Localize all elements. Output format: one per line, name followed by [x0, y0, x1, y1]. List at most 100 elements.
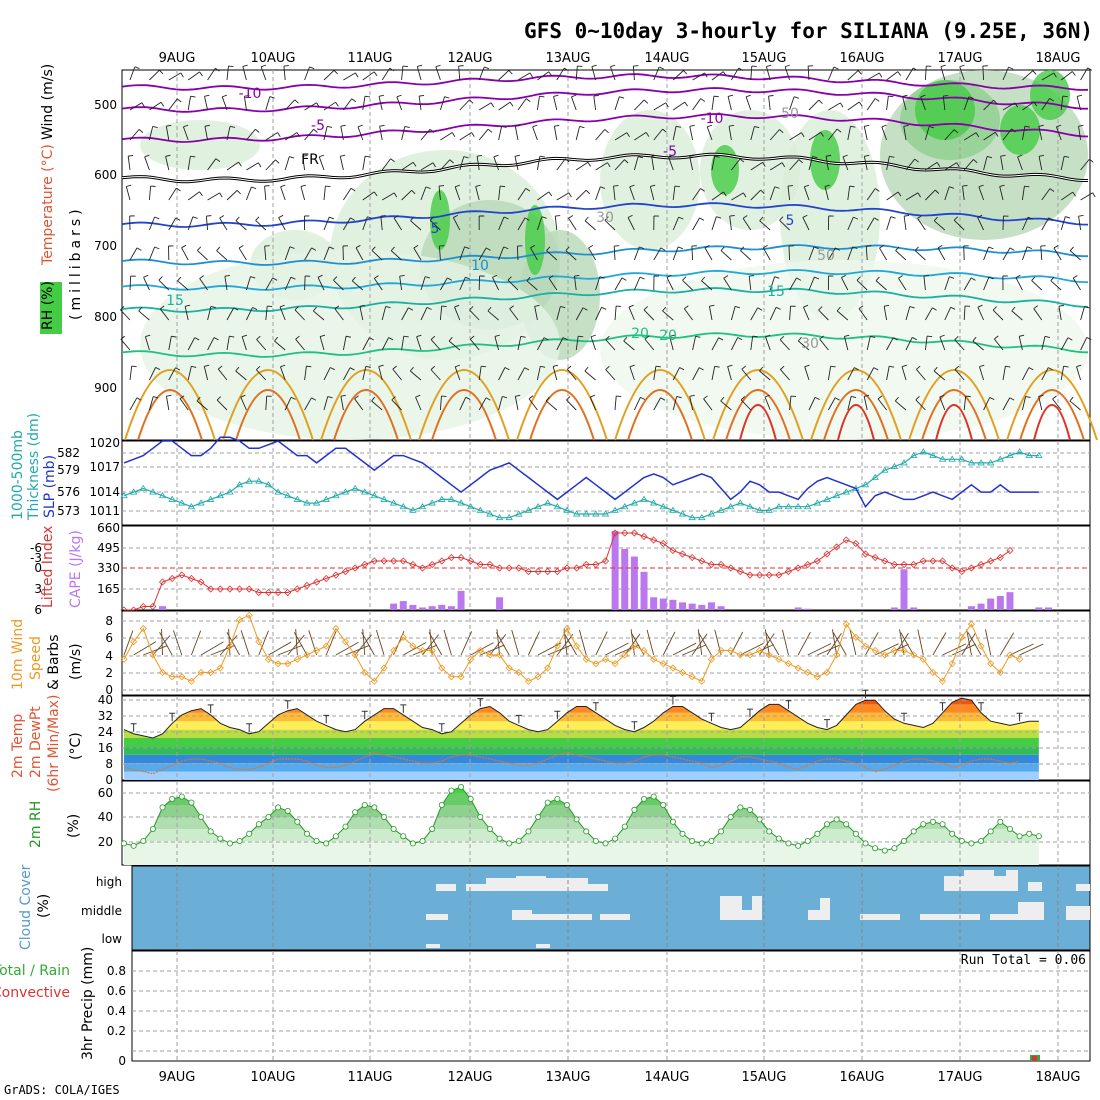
rh-shading — [140, 70, 1088, 440]
wind-barb — [265, 277, 274, 291]
wind-barb — [866, 98, 876, 111]
rh-high-area — [711, 145, 739, 195]
wind-barb-flag — [1033, 101, 1038, 107]
wind-barb-flag — [294, 306, 299, 311]
wind-barb — [874, 643, 899, 656]
wind-barb-flag — [435, 64, 441, 68]
y-tick-label: 579 — [57, 463, 80, 477]
wind-marker — [341, 638, 350, 646]
wind-barb-flag — [665, 102, 669, 108]
rh-marker — [650, 793, 657, 800]
rh-marker — [872, 845, 879, 852]
wind-barb — [917, 218, 926, 231]
wind-barb-flag — [378, 94, 384, 97]
wind-barb — [207, 68, 216, 81]
wind-barb-flag — [813, 246, 819, 250]
contour-label: -10 — [239, 86, 262, 102]
wind-barb — [459, 156, 465, 171]
wind-barb — [905, 306, 911, 321]
wind-barb — [595, 276, 601, 291]
wind-barb-flag — [1072, 191, 1076, 197]
li-marker — [544, 567, 552, 576]
wind-barb-flag — [432, 162, 436, 168]
wind-barb — [1021, 216, 1029, 231]
wind-barb-flag — [503, 216, 509, 220]
date-bottom-label: 14AUG — [644, 1070, 689, 1085]
wind-barb — [924, 65, 927, 81]
cloud-cell — [1018, 902, 1044, 920]
wind-barb — [493, 156, 500, 171]
cape-bars — [159, 531, 1052, 610]
wind-barb-flag — [723, 191, 727, 197]
thickness-marker — [361, 488, 369, 495]
wind-barb — [300, 186, 306, 201]
wind-speed-markers — [120, 611, 1024, 685]
wind-barb-flag — [754, 126, 760, 129]
wind-barb-flag — [465, 276, 471, 280]
wind-barb-flag — [787, 185, 794, 187]
wind-barb — [614, 159, 625, 171]
warm-contour — [333, 389, 399, 441]
wind-barb-flag — [296, 132, 301, 137]
warm-contour — [725, 389, 791, 441]
minmax-marker — [592, 702, 599, 711]
wind-marker — [216, 664, 224, 672]
date-bottom-label: 11AUG — [347, 1070, 392, 1085]
wind-barb-flag — [852, 246, 858, 250]
wind-marker — [476, 646, 484, 655]
li-marker — [313, 578, 321, 586]
wind-marker — [621, 651, 629, 659]
wind-marker — [486, 651, 494, 659]
wind-barb-flag — [679, 367, 685, 371]
wind-barb — [875, 280, 887, 291]
wind-barb-flag — [565, 158, 570, 163]
wind-barb-flag — [689, 154, 695, 157]
wind-barb — [902, 96, 907, 111]
y-tick-label-right: 1014 — [89, 485, 120, 499]
wind-barb-flag — [493, 154, 499, 158]
date-bottom-label: 16AUG — [839, 1070, 884, 1085]
wind-barb-flag — [389, 67, 395, 72]
wind-barb — [340, 396, 344, 411]
cloud-cell — [588, 884, 608, 891]
wind-barb — [847, 126, 851, 141]
wind-barb-flag — [684, 101, 688, 107]
wind-barb — [1002, 102, 1016, 111]
wind-barb — [1041, 72, 1055, 81]
warm-contour — [1019, 389, 1085, 441]
wind-barb — [187, 216, 194, 231]
wind-barb — [807, 643, 832, 656]
wind-barb-flag — [429, 216, 435, 221]
wind-barb-flag — [774, 186, 780, 189]
thickness-marker — [861, 481, 870, 488]
wind-barb-flag — [1078, 124, 1084, 127]
wind-barb-flag — [144, 154, 150, 158]
wind-barb-flag — [532, 124, 538, 128]
wind-barb-flag — [1076, 94, 1083, 97]
wind-marker — [399, 633, 407, 641]
wind-barb-flag — [191, 365, 197, 368]
wind-barb — [144, 156, 150, 171]
wind-barb — [584, 370, 596, 381]
wind-barb — [343, 217, 351, 231]
wind-barb — [865, 632, 879, 656]
wind-barb-flag — [534, 304, 540, 307]
wind-barb — [1031, 280, 1043, 291]
li-marker — [582, 560, 590, 569]
wind-barb — [831, 629, 838, 656]
wind-barb-flag — [529, 72, 533, 78]
wind-barb — [787, 186, 791, 201]
rh-marker — [429, 826, 436, 833]
li-marker — [881, 557, 889, 565]
minmax-marker — [901, 712, 908, 722]
wind-barb-flag — [426, 306, 432, 310]
wind-barb — [595, 307, 602, 321]
rh-marker — [669, 818, 676, 825]
wind-barb-flag — [626, 132, 630, 138]
wind-barb — [711, 216, 717, 231]
wind-marker — [967, 620, 976, 628]
wind-barb — [863, 396, 868, 411]
wind-barb-flag — [228, 65, 234, 68]
thickness-marker — [919, 448, 927, 455]
y-tick-label-right: 330 — [97, 561, 120, 575]
